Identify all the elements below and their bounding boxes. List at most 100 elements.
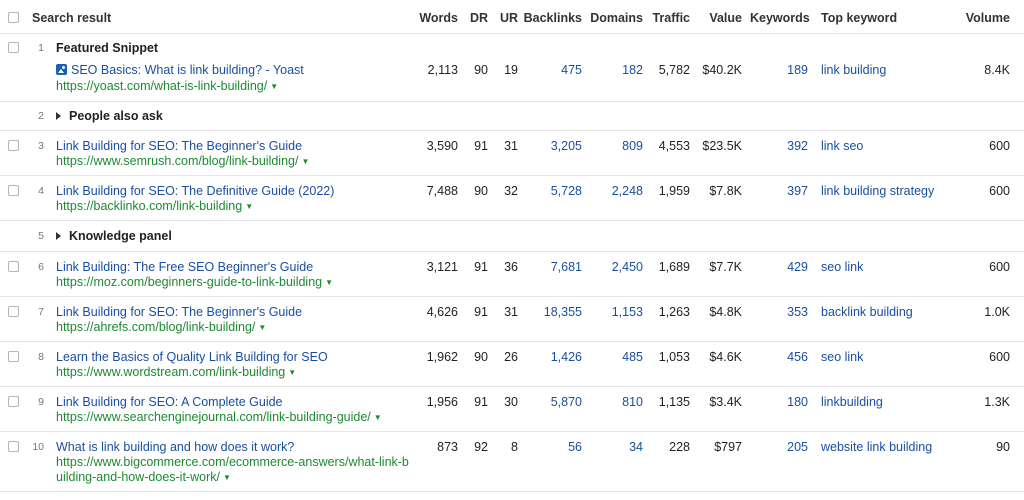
result-title[interactable]: Link Building for SEO: The Beginner's Gu…	[56, 305, 303, 319]
cell-ur: 8	[511, 440, 518, 454]
cell-backlinks[interactable]: 56	[568, 440, 582, 454]
result-title[interactable]: Link Building: The Free SEO Beginner's G…	[56, 260, 314, 274]
cell-backlinks[interactable]: 475	[561, 63, 582, 77]
section-title: Featured Snippet	[56, 41, 159, 55]
header-top-keyword[interactable]: Top keyword	[821, 11, 898, 25]
section-toggle[interactable]: People also ask	[56, 109, 163, 123]
header-dr[interactable]: DR	[469, 11, 488, 25]
cell-domains[interactable]: 809	[622, 139, 643, 153]
cell-ur: 36	[504, 260, 518, 274]
result-url[interactable]: https://yoast.com/what-is-link-building/…	[56, 79, 279, 93]
row-checkbox[interactable]	[8, 441, 19, 452]
header-traffic[interactable]: Traffic	[652, 11, 690, 25]
cell-top-keyword[interactable]: link building	[821, 63, 887, 77]
row-checkbox[interactable]	[8, 185, 19, 196]
result-title[interactable]: Link Building for SEO: The Definitive Gu…	[56, 184, 335, 198]
cell-words: 3,590	[426, 139, 458, 153]
result-url[interactable]: https://www.semrush.com/blog/link-buildi…	[56, 154, 310, 168]
result-url[interactable]: https://moz.com/beginners-guide-to-link-…	[56, 275, 334, 289]
result-title[interactable]: What is link building and how does it wo…	[56, 440, 295, 454]
cell-keywords[interactable]: 180	[787, 395, 808, 409]
header-domains[interactable]: Domains	[590, 11, 643, 25]
select-all-checkbox[interactable]	[8, 12, 19, 23]
section-toggle[interactable]: Knowledge panel	[56, 229, 172, 243]
cell-keywords[interactable]: 189	[787, 63, 808, 77]
result-url[interactable]: https://www.searchenginejournal.com/link…	[56, 410, 382, 424]
result-title[interactable]: Link Building for SEO: A Complete Guide	[56, 395, 283, 409]
chevron-down-icon[interactable]: ▼	[270, 82, 279, 91]
result-url[interactable]: https://www.bigcommerce.com/ecommerce-an…	[56, 455, 409, 469]
cell-traffic: 228	[669, 440, 690, 454]
cell-volume: 1.3K	[984, 395, 1010, 409]
cell-keywords[interactable]: 205	[787, 440, 808, 454]
cell-domains[interactable]: 182	[622, 63, 643, 77]
header-ur[interactable]: UR	[499, 11, 518, 25]
chevron-down-icon[interactable]: ▼	[301, 157, 310, 166]
result-title[interactable]: Link Building for SEO: The Beginner's Gu…	[56, 139, 303, 153]
cell-keywords[interactable]: 429	[787, 260, 808, 274]
cell-keywords[interactable]: 392	[787, 139, 808, 153]
cell-dr: 91	[474, 139, 488, 153]
cell-top-keyword[interactable]: linkbuilding	[821, 395, 883, 409]
cell-backlinks[interactable]: 5,870	[550, 395, 582, 409]
result-url-continued[interactable]: uilding-and-how-does-it-work/▼	[56, 470, 231, 484]
cell-volume: 600	[989, 260, 1010, 274]
cell-domains[interactable]: 485	[622, 350, 643, 364]
result-url[interactable]: https://backlinko.com/link-building ▼	[56, 199, 254, 213]
chevron-down-icon[interactable]: ▼	[245, 202, 254, 211]
cell-domains[interactable]: 1,153	[611, 305, 643, 319]
cell-backlinks[interactable]: 1,426	[550, 350, 582, 364]
result-title[interactable]: Learn the Basics of Quality Link Buildin…	[56, 350, 328, 364]
cell-words: 1,962	[426, 350, 458, 364]
cell-backlinks[interactable]: 3,205	[550, 139, 582, 153]
table-row: 6 Link Building: The Free SEO Beginner's…	[0, 252, 1024, 297]
cell-domains[interactable]: 34	[629, 440, 643, 454]
cell-domains[interactable]: 2,248	[611, 184, 643, 198]
cell-dr: 90	[474, 184, 488, 198]
header-words[interactable]: Words	[419, 11, 458, 25]
cell-ur: 30	[504, 395, 518, 409]
result-url[interactable]: https://ahrefs.com/blog/link-building/▼	[56, 320, 267, 334]
chevron-down-icon[interactable]: ▼	[258, 323, 267, 332]
result-title[interactable]: SEO Basics: What is link building? - Yoa…	[56, 63, 304, 77]
cell-traffic: 1,263	[658, 305, 690, 319]
cell-backlinks[interactable]: 7,681	[550, 260, 582, 274]
result-url[interactable]: https://www.wordstream.com/link-building…	[56, 365, 297, 379]
header-search-result[interactable]: Search result	[32, 11, 112, 25]
header-volume[interactable]: Volume	[965, 11, 1010, 25]
chevron-down-icon[interactable]: ▼	[288, 368, 297, 377]
chevron-down-icon[interactable]: ▼	[325, 278, 334, 287]
cell-backlinks[interactable]: 5,728	[550, 184, 582, 198]
cell-top-keyword[interactable]: website link building	[821, 440, 933, 454]
cell-domains[interactable]: 810	[622, 395, 643, 409]
cell-volume: 90	[996, 440, 1010, 454]
cell-domains[interactable]: 2,450	[611, 260, 643, 274]
caret-right-icon[interactable]	[56, 112, 61, 120]
row-checkbox[interactable]	[8, 261, 19, 272]
cell-top-keyword[interactable]: link seo	[821, 139, 864, 153]
cell-keywords[interactable]: 353	[787, 305, 808, 319]
row-checkbox[interactable]	[8, 396, 19, 407]
table-row[interactable]: 2 People also ask	[0, 102, 1024, 131]
row-checkbox[interactable]	[8, 140, 19, 151]
cell-top-keyword[interactable]: seo link	[821, 350, 864, 364]
table-row: 10 What is link building and how does it…	[0, 432, 1024, 492]
cell-keywords[interactable]: 456	[787, 350, 808, 364]
cell-top-keyword[interactable]: link building strategy	[821, 184, 935, 198]
row-checkbox[interactable]	[8, 351, 19, 362]
header-keywords[interactable]: Keywords	[750, 11, 810, 25]
chevron-down-icon[interactable]: ▼	[373, 413, 382, 422]
cell-backlinks[interactable]: 18,355	[543, 305, 582, 319]
cell-traffic: 4,553	[658, 139, 690, 153]
table-row[interactable]: 5 Knowledge panel	[0, 221, 1024, 252]
row-number: 2	[38, 110, 44, 122]
caret-right-icon[interactable]	[56, 232, 61, 240]
cell-top-keyword[interactable]: seo link	[821, 260, 864, 274]
row-checkbox[interactable]	[8, 306, 19, 317]
cell-keywords[interactable]: 397	[787, 184, 808, 198]
header-backlinks[interactable]: Backlinks	[523, 11, 582, 25]
row-checkbox[interactable]	[8, 42, 19, 53]
header-value[interactable]: Value	[709, 11, 742, 25]
cell-top-keyword[interactable]: backlink building	[821, 305, 913, 319]
chevron-down-icon[interactable]: ▼	[222, 473, 231, 482]
